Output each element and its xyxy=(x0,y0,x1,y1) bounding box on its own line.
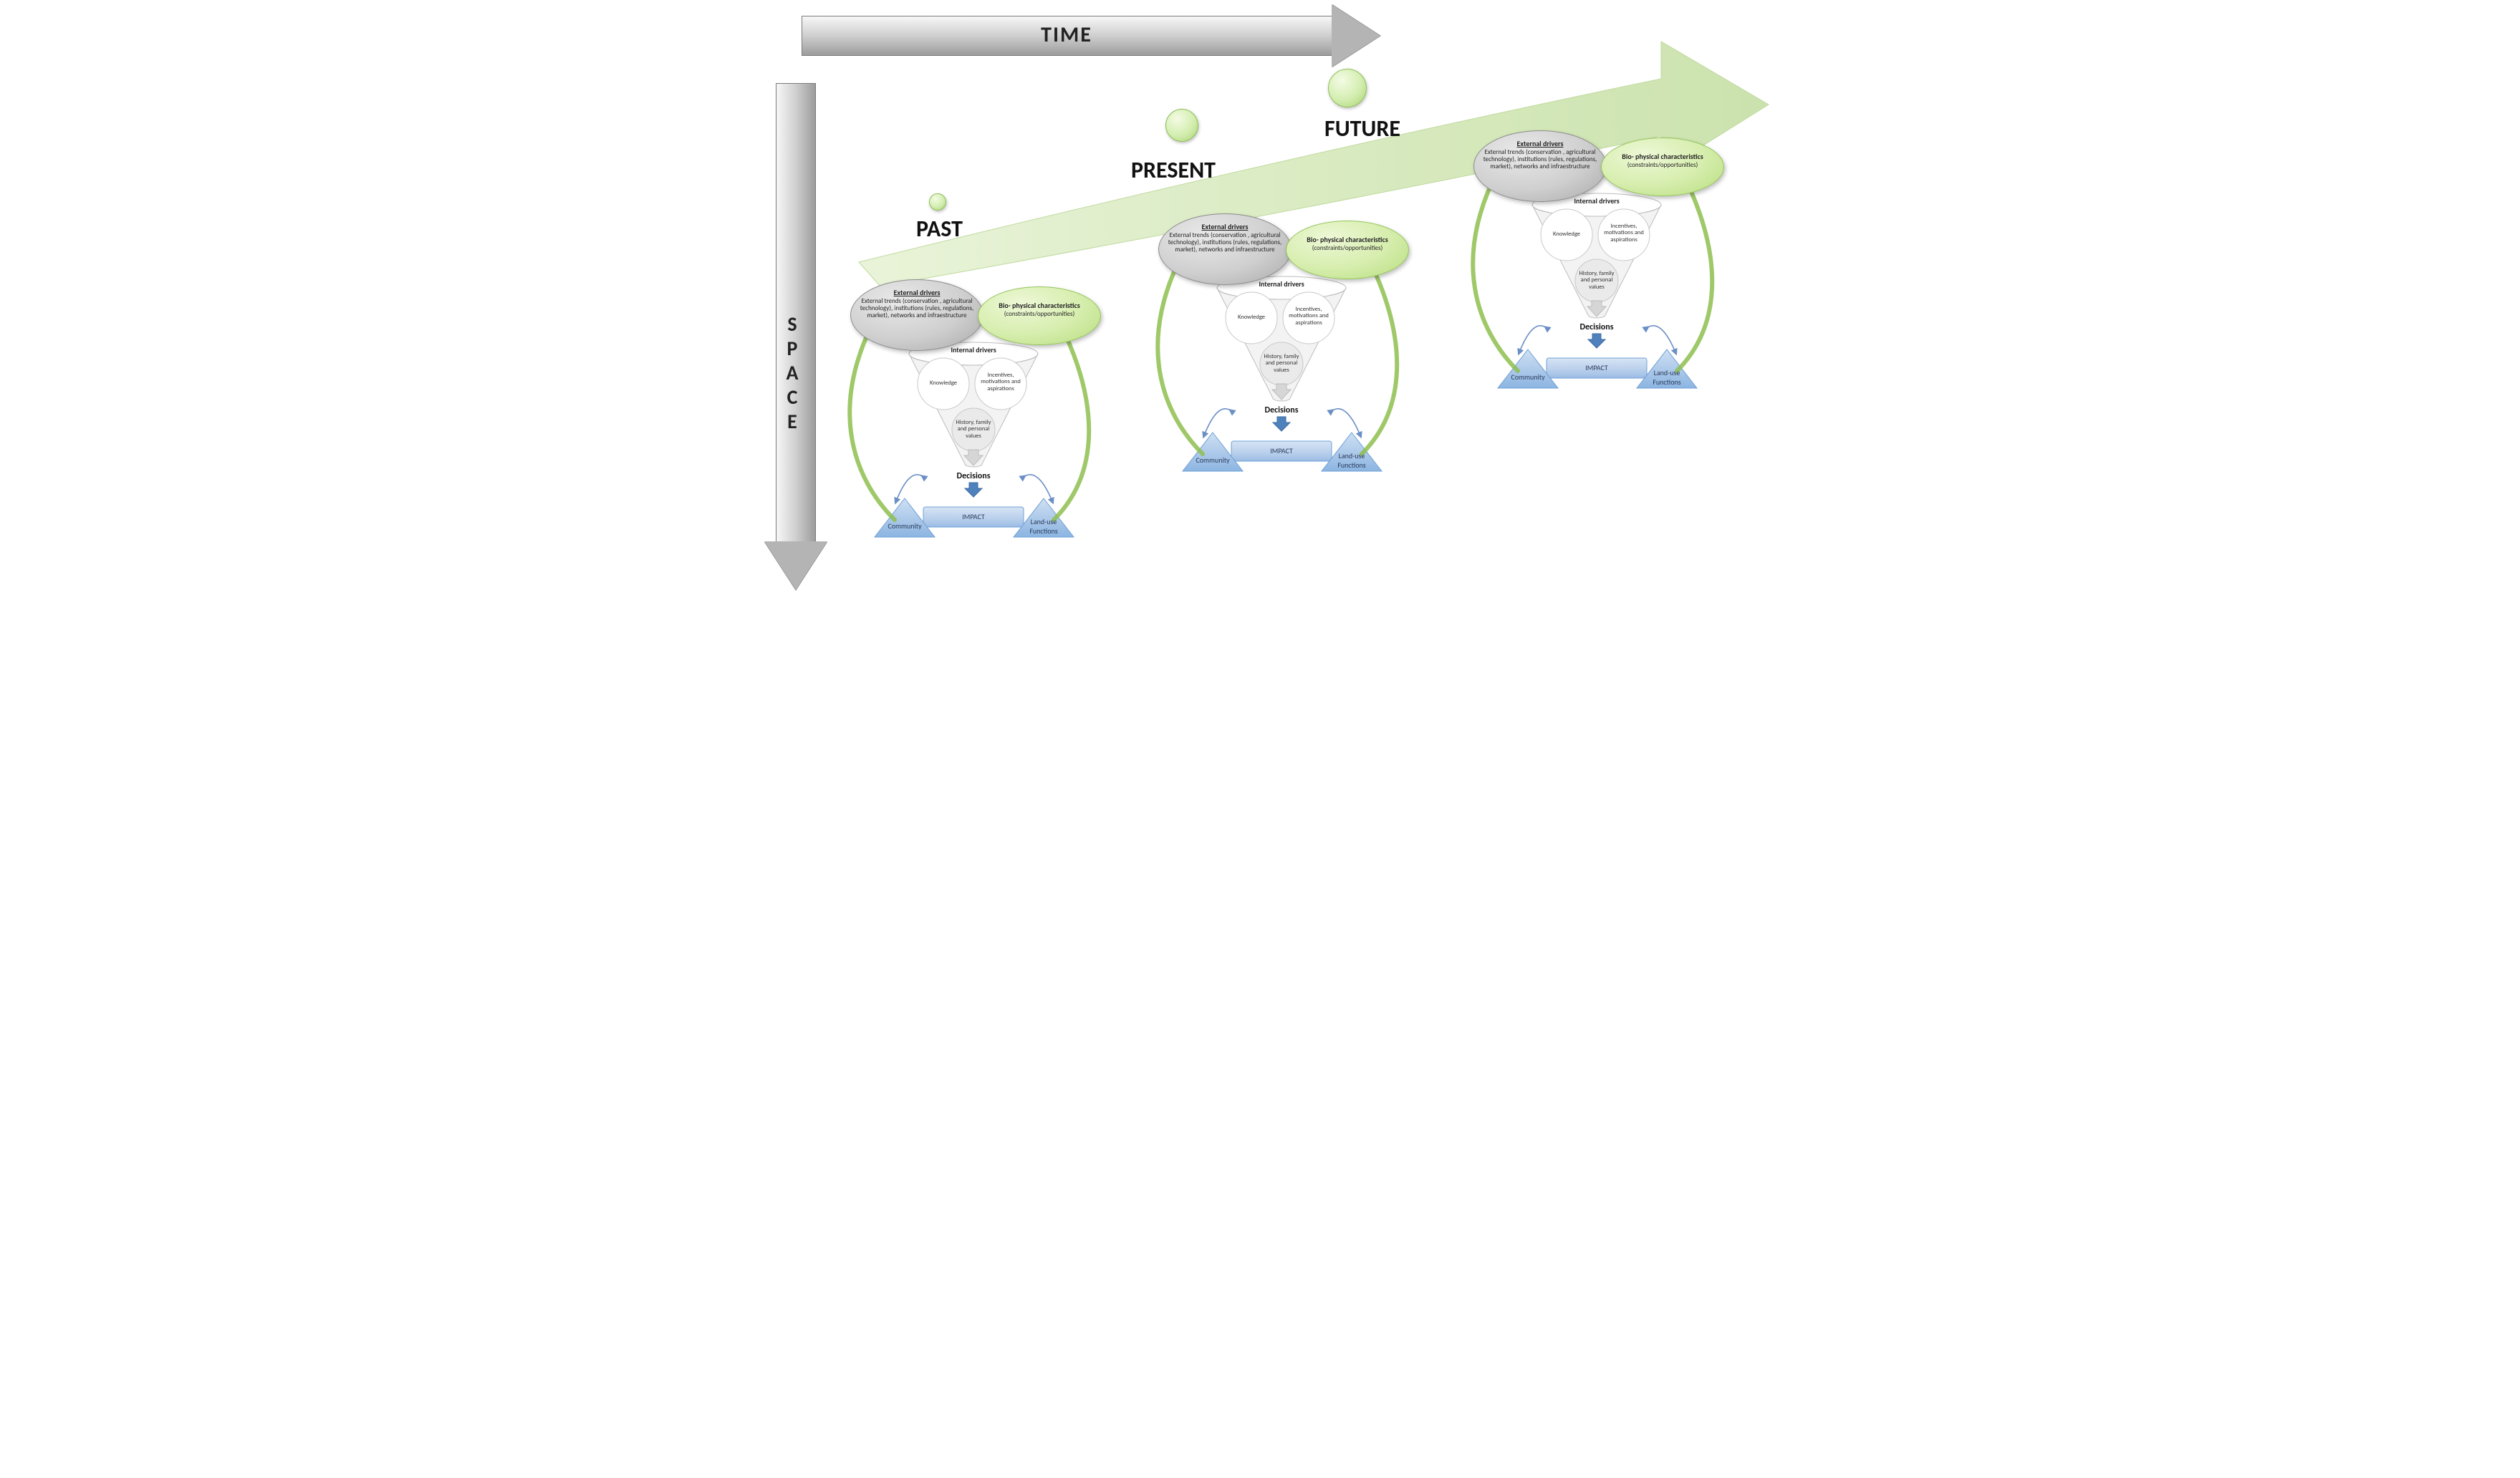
landuse-label: Land-use Functions xyxy=(1016,517,1071,536)
impact-label: IMPACT xyxy=(1547,363,1647,372)
incentives-label: Incentives, motivations and aspirations xyxy=(978,372,1024,392)
internal-drivers-label: Internal drivers xyxy=(1246,279,1317,289)
decisions-label: Decisions xyxy=(1568,322,1625,332)
module-present: External driversExternal trends (conserv… xyxy=(1138,213,1410,500)
biophysical-ellipse: Bio- physical characteristics(constraint… xyxy=(1601,137,1724,196)
knowledge-label: Knowledge xyxy=(1545,231,1588,238)
internal-drivers-label: Internal drivers xyxy=(1561,196,1632,206)
stage-dot-future xyxy=(1328,69,1367,107)
module-future: External driversExternal trends (conserv… xyxy=(1453,130,1726,417)
space-axis-arrow: SPACE xyxy=(776,83,814,584)
biophysical-ellipse: Bio- physical characteristics(constraint… xyxy=(978,286,1101,345)
knowledge-label: Knowledge xyxy=(922,380,965,387)
impact-label: IMPACT xyxy=(1231,446,1332,455)
stage-label-present: PRESENT xyxy=(1131,156,1216,184)
biophysical-ellipse: Bio- physical characteristics(constraint… xyxy=(1286,221,1409,279)
external-drivers-ellipse: External driversExternal trends (conserv… xyxy=(1158,213,1292,285)
diagram-canvas: TIME SPACE PASTPRESENTFUTURE External dr… xyxy=(730,0,1790,630)
history-label: History, family and personal values xyxy=(953,420,994,440)
module-past: External driversExternal trends (conserv… xyxy=(830,279,1102,566)
landuse-label: Land-use Functions xyxy=(1640,368,1694,387)
community-label: Community xyxy=(1501,372,1555,382)
incentives-label: Incentives, motivations and aspirations xyxy=(1601,223,1647,243)
incentives-label: Incentives, motivations and aspirations xyxy=(1286,306,1332,327)
community-label: Community xyxy=(1186,455,1240,465)
decisions-label: Decisions xyxy=(945,471,1002,481)
landuse-label: Land-use Functions xyxy=(1324,451,1379,470)
stage-dot-present xyxy=(1165,109,1198,142)
internal-drivers-label: Internal drivers xyxy=(938,345,1009,354)
external-drivers-ellipse: External driversExternal trends (conserv… xyxy=(850,279,984,351)
external-drivers-ellipse: External driversExternal trends (conserv… xyxy=(1473,130,1607,202)
history-label: History, family and personal values xyxy=(1261,354,1302,374)
decisions-label: Decisions xyxy=(1253,405,1310,415)
impact-label: IMPACT xyxy=(923,512,1024,521)
stage-label-past: PAST xyxy=(916,215,963,243)
stage-label-future: FUTURE xyxy=(1324,115,1400,143)
history-label: History, family and personal values xyxy=(1577,271,1617,291)
knowledge-label: Knowledge xyxy=(1230,314,1273,321)
stage-dot-past xyxy=(929,193,946,211)
space-axis-label: SPACE xyxy=(776,312,814,434)
community-label: Community xyxy=(877,521,932,531)
